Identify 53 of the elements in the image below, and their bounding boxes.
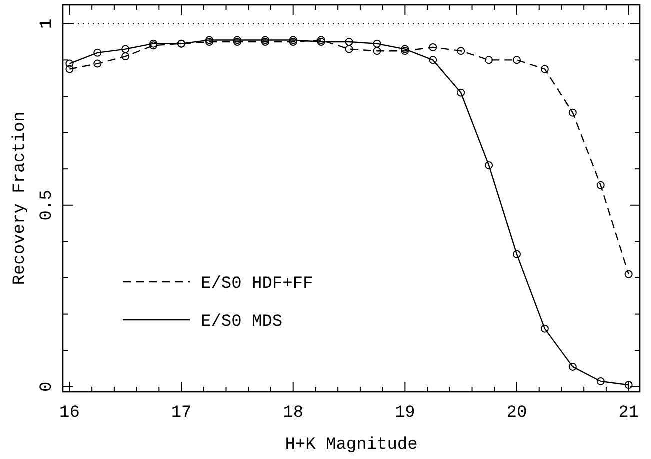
y-tick-label: 0 <box>38 382 57 392</box>
point <box>150 42 158 50</box>
point <box>150 40 158 48</box>
point <box>568 108 577 117</box>
point <box>373 47 382 56</box>
point <box>66 60 74 68</box>
point <box>122 52 130 61</box>
x-tick-label: 16 <box>60 404 80 423</box>
point <box>596 181 605 190</box>
x-tick-label: 18 <box>283 404 304 423</box>
point <box>289 38 298 46</box>
point <box>261 36 270 44</box>
point <box>205 36 214 44</box>
point <box>512 250 521 258</box>
point <box>540 324 549 333</box>
y-axis-title: Recovery Fraction <box>11 112 30 286</box>
legend-label: E/S0 HDF+FF <box>201 275 314 294</box>
point <box>485 161 494 170</box>
point <box>485 56 494 64</box>
y-tick-label: 0.5 <box>38 190 57 221</box>
point <box>317 38 326 46</box>
legend-label: E/S0 MDS <box>201 313 283 332</box>
point <box>457 47 466 56</box>
point <box>624 381 633 390</box>
point <box>345 38 354 46</box>
point <box>596 377 605 386</box>
point <box>205 38 214 46</box>
point <box>373 40 382 48</box>
x-tick-label: 20 <box>506 404 528 423</box>
point <box>401 47 410 56</box>
point <box>429 43 438 52</box>
point <box>233 38 242 46</box>
point <box>122 45 130 54</box>
point <box>457 88 466 97</box>
x-tick-label: 19 <box>394 404 416 423</box>
point <box>261 38 270 46</box>
x-tick-label: 17 <box>171 404 192 423</box>
point <box>624 270 633 278</box>
point <box>289 36 298 44</box>
y-tick-label: 1 <box>38 18 57 29</box>
point <box>94 48 102 57</box>
x-tick-label: 21 <box>618 404 640 423</box>
point <box>317 36 326 44</box>
point <box>233 36 242 44</box>
point <box>540 65 549 74</box>
point <box>345 45 354 54</box>
point <box>401 45 410 54</box>
x-axis-title: H+K Magnitude <box>285 436 418 455</box>
point <box>512 56 521 64</box>
point <box>94 60 102 68</box>
point <box>429 56 438 64</box>
point <box>66 65 74 74</box>
point <box>568 362 577 371</box>
